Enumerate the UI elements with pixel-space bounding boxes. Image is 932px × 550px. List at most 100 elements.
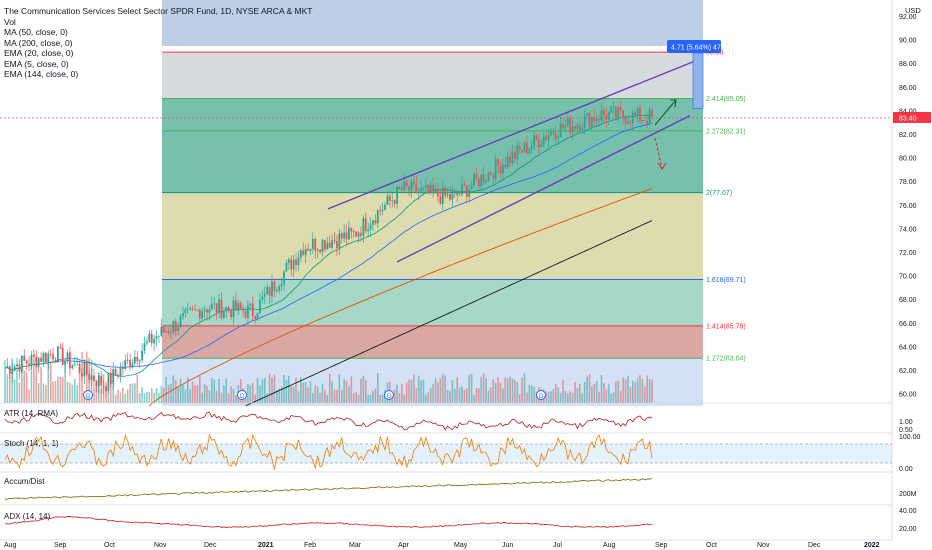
candle-body <box>117 374 119 377</box>
candle-body <box>535 135 538 140</box>
price-tick-label: 86.00 <box>899 85 917 92</box>
indicator-ema5: EMA (5, close, 0) <box>4 58 69 69</box>
volume-bar <box>422 379 425 403</box>
volume-bar <box>114 394 117 403</box>
candle-body <box>376 210 379 224</box>
volume-bar <box>110 380 112 403</box>
volume-bar <box>523 373 526 403</box>
candle-body <box>612 106 615 108</box>
volume-bar <box>465 388 468 403</box>
volume-bar <box>497 377 499 403</box>
candle-body <box>133 356 136 364</box>
candle-body <box>189 308 192 310</box>
volume-bar <box>307 387 309 403</box>
candle-body <box>523 142 526 153</box>
candle-body <box>521 150 524 153</box>
dividend-marker <box>536 390 546 400</box>
candle-body <box>42 353 45 363</box>
time-tick-label: 2022 <box>864 542 880 549</box>
volume-bar <box>312 392 314 403</box>
volume-bar <box>290 385 293 403</box>
volume-bar <box>211 377 213 403</box>
volume-bar <box>413 374 415 403</box>
volume-bar <box>360 378 362 403</box>
volume-bar <box>328 373 331 403</box>
candle-body <box>518 145 521 151</box>
candle-body <box>172 321 175 333</box>
time-tick-label: Aug <box>603 542 616 549</box>
volume-bar <box>588 374 591 403</box>
candle-body <box>93 375 95 382</box>
candle-body <box>304 248 307 256</box>
volume-bar <box>275 389 278 403</box>
volume-bar <box>184 389 187 403</box>
volume-bar <box>595 381 598 403</box>
volume-bar <box>559 392 562 403</box>
candle-body <box>124 360 127 370</box>
candle-body <box>237 302 240 311</box>
fib-label: 1.618(69.71) <box>706 277 746 284</box>
candle-body <box>331 240 334 248</box>
volume-bar <box>475 388 478 403</box>
volume-bar <box>458 387 461 403</box>
volume-bar <box>208 390 211 403</box>
dividend-marker-label: D <box>387 394 392 400</box>
candle-body <box>398 186 401 190</box>
volume-bar <box>215 390 218 403</box>
candle-body <box>28 363 30 365</box>
volume-bar <box>405 382 408 403</box>
candle-body <box>501 164 504 174</box>
volume-bar <box>446 389 449 403</box>
candle-body <box>16 364 18 367</box>
candle-body <box>417 191 420 193</box>
time-tick-label: Mar <box>349 542 362 549</box>
volume-bar <box>129 384 131 403</box>
indicator-tick-label: 0.50 <box>899 427 913 434</box>
volume-bar <box>4 359 6 403</box>
volume-bar <box>59 376 62 403</box>
candle-body <box>44 353 47 362</box>
candle-body <box>451 193 454 200</box>
candle-body <box>629 121 632 124</box>
volume-bar <box>9 374 11 403</box>
bullish-arrowhead <box>670 99 677 108</box>
volume-bar <box>348 386 350 403</box>
time-tick-label: Jun <box>502 542 513 549</box>
volume-bar <box>453 388 456 403</box>
volume-bar <box>499 382 502 403</box>
volume-bar <box>533 386 535 403</box>
candle-body <box>405 181 408 187</box>
volume-bar <box>367 394 369 403</box>
volume-bar <box>509 376 511 403</box>
volume-bar <box>85 351 88 403</box>
volume-bar <box>134 383 136 403</box>
candle-body <box>422 187 425 189</box>
volume-bar <box>401 384 403 403</box>
volume-bar <box>478 388 480 403</box>
candle-body <box>425 185 427 188</box>
candle-body <box>158 335 160 337</box>
candle-body <box>275 290 278 292</box>
candle-body <box>439 196 442 204</box>
candle-body <box>129 359 131 368</box>
candle-body <box>13 366 16 371</box>
candle-body <box>328 242 331 248</box>
candle-body <box>52 354 55 360</box>
price-tick-label: 66.00 <box>899 321 917 328</box>
candle-body <box>290 259 293 270</box>
candle-body <box>504 164 507 168</box>
time-tick-label: Sep <box>655 542 668 549</box>
volume-bar <box>174 380 177 403</box>
volume-bar <box>107 391 110 403</box>
volume-bar <box>607 384 610 403</box>
candle-body <box>319 249 321 253</box>
candle-body <box>641 120 644 122</box>
volume-bar <box>189 389 192 403</box>
volume-bar <box>451 380 454 403</box>
candle-body <box>259 299 261 314</box>
atr-line <box>4 411 653 431</box>
volume-bar <box>581 393 584 403</box>
candle-body <box>323 239 326 250</box>
candle-body <box>326 242 329 250</box>
